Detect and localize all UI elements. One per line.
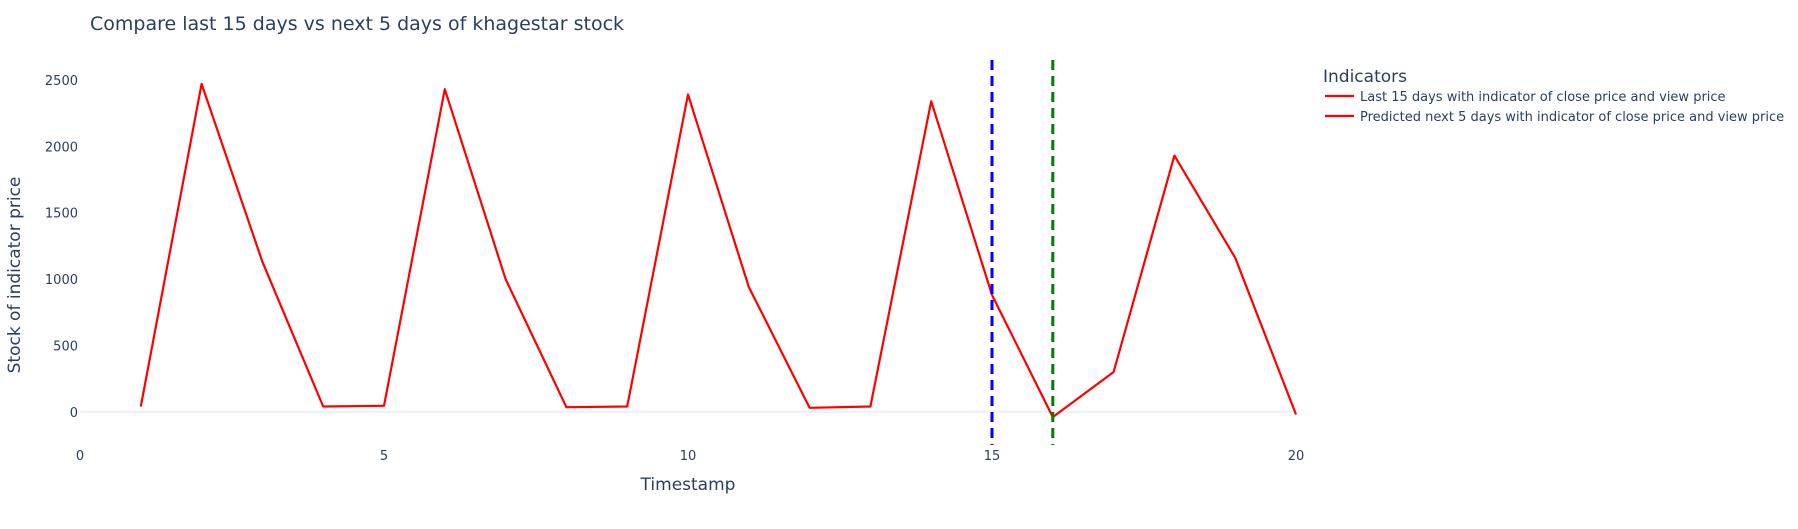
y-axis-label: Stock of indicator price	[5, 177, 25, 374]
x-tick-label: 10	[680, 449, 697, 464]
y-tick-label: 0	[70, 406, 78, 421]
legend-label: Predicted next 5 days with indicator of …	[1360, 110, 1784, 125]
legend-item[interactable]: Predicted next 5 days with indicator of …	[1325, 110, 1784, 125]
y-axis-ticks: 0 500 1000 1500 2000 2500	[45, 74, 78, 421]
legend[interactable]: Indicators Last 15 days with indicator o…	[1323, 67, 1784, 125]
y-tick-label: 500	[53, 339, 78, 354]
legend-item[interactable]: Last 15 days with indicator of close pri…	[1325, 90, 1726, 105]
series-line-1	[139, 82, 994, 409]
x-axis-ticks: 0 5 10 15 20	[76, 449, 1304, 464]
y-tick-label: 2500	[45, 74, 78, 89]
y-tick-label: 1000	[45, 273, 78, 288]
x-axis-label: Timestamp	[640, 475, 736, 495]
vertical-marker-lines	[990, 60, 1055, 445]
y-tick-label: 1500	[45, 207, 78, 222]
x-tick-label: 0	[76, 449, 84, 464]
x-tick-label: 15	[984, 449, 1001, 464]
series-line-2	[991, 154, 1298, 419]
series-lines	[139, 82, 1298, 419]
legend-items[interactable]: Last 15 days with indicator of close pri…	[1325, 90, 1784, 125]
x-tick-label: 5	[380, 449, 388, 464]
chart-title: Compare last 15 days vs next 5 days of k…	[90, 13, 624, 35]
legend-label: Last 15 days with indicator of close pri…	[1360, 90, 1726, 105]
y-tick-label: 2000	[45, 140, 78, 155]
legend-title: Indicators	[1323, 67, 1407, 87]
x-tick-label: 20	[1288, 449, 1305, 464]
